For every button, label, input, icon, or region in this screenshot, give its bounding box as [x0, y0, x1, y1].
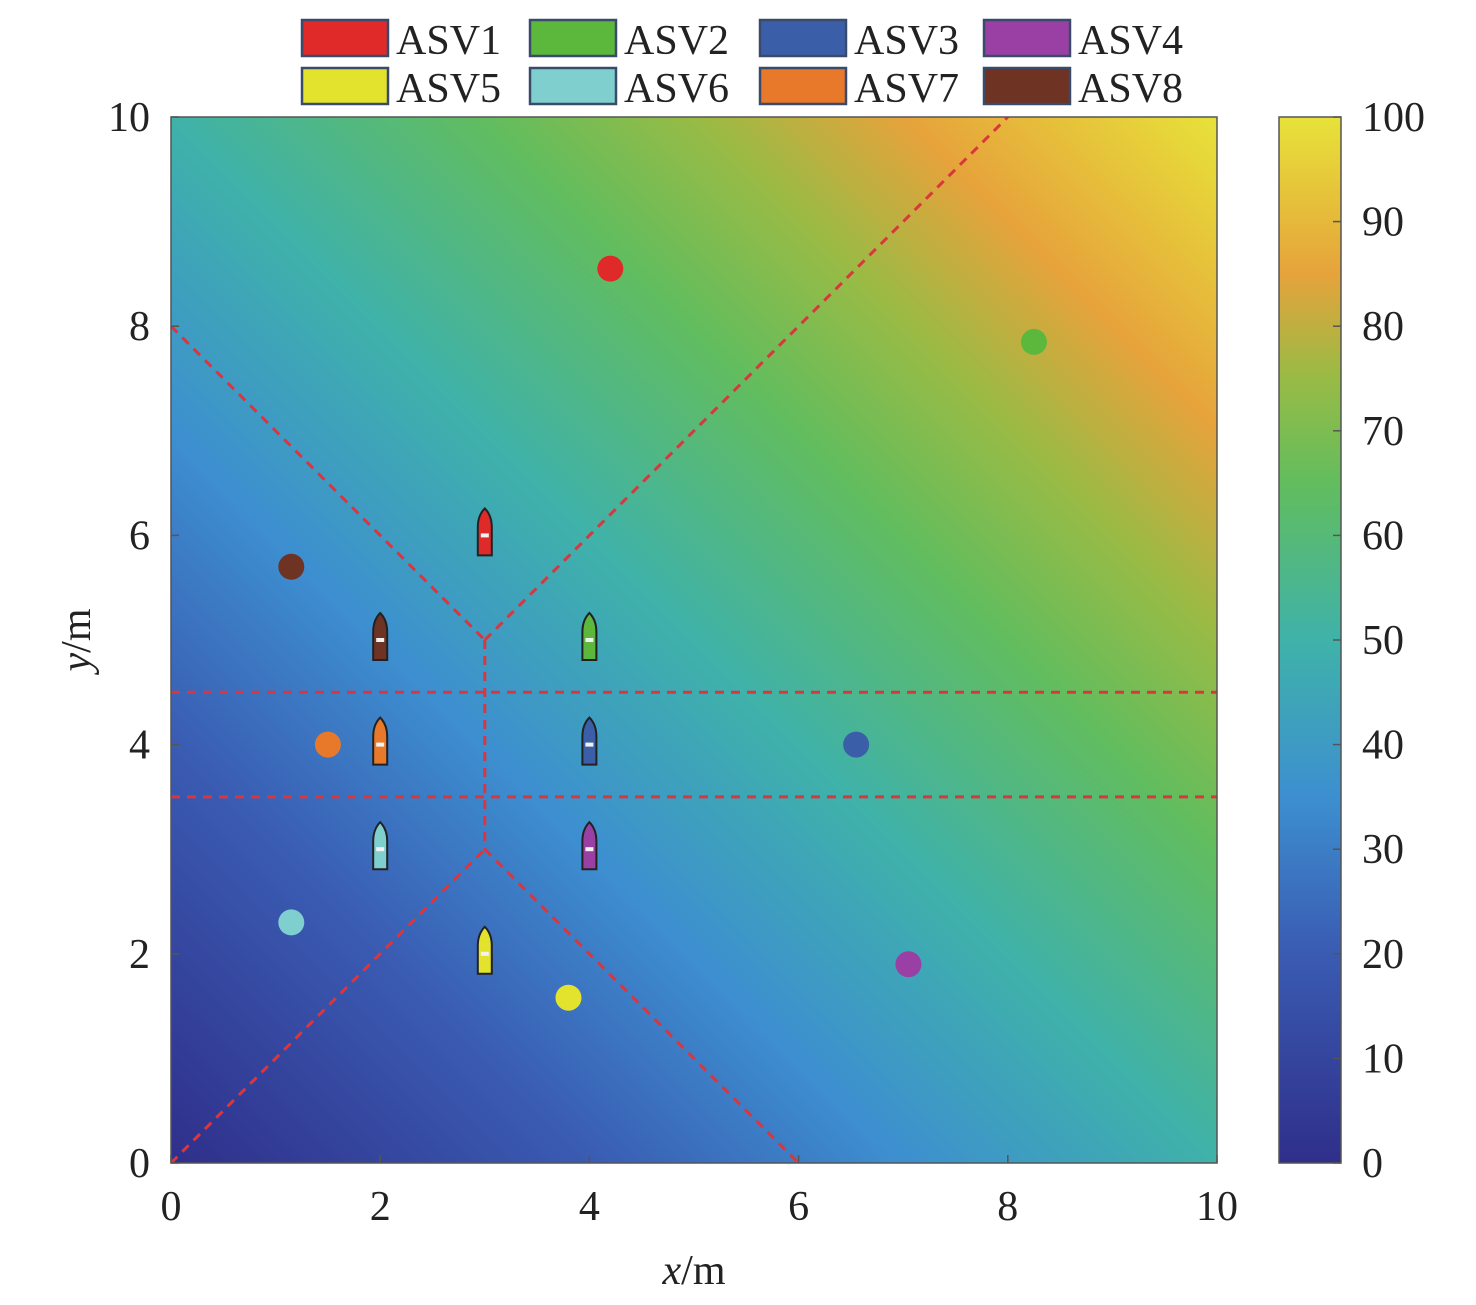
- x-tick-label: 8: [997, 1184, 1018, 1230]
- legend-item-asv8: ASV8: [982, 66, 1183, 112]
- vessel-asv3: [581, 716, 598, 766]
- colorbar-tick-label: 10: [1362, 1036, 1404, 1082]
- colorbar-tick-label: 20: [1362, 932, 1404, 978]
- legend-label: ASV5: [396, 66, 501, 112]
- colorbar-tick-label: 100: [1362, 95, 1425, 141]
- legend-label: ASV4: [1078, 18, 1183, 64]
- vessel-asv6: [372, 820, 389, 871]
- colorbar-tick-label: 40: [1362, 723, 1404, 769]
- legend-label: ASV7: [854, 66, 959, 112]
- vessel-asv4: [581, 820, 598, 871]
- y-tick-label: 0: [129, 1141, 150, 1187]
- legend-swatch: [982, 66, 1072, 106]
- legend-label: ASV8: [1078, 66, 1183, 112]
- legend-label: ASV6: [624, 66, 729, 112]
- colorbar-tick-label: 30: [1362, 827, 1404, 873]
- legend-swatch: [982, 18, 1072, 58]
- target-point-asv8: [278, 553, 305, 580]
- vessel-asv7: [372, 716, 389, 766]
- colorbar-tick-label: 50: [1362, 618, 1404, 664]
- target-point-asv6: [278, 909, 305, 936]
- y-axis-label: y/m: [54, 608, 100, 675]
- legend-item-asv4: ASV4: [982, 18, 1183, 64]
- target-point-asv5: [555, 984, 582, 1011]
- target-points: [278, 255, 1047, 1011]
- x-axis-ticks: 0 2 4 6 8 10: [161, 1155, 1238, 1230]
- x-tick-label: 4: [579, 1184, 600, 1230]
- legend-swatch: [300, 66, 390, 106]
- legend-item-asv7: ASV7: [758, 66, 959, 112]
- target-point-asv1: [597, 255, 624, 282]
- legend-swatch: [528, 66, 618, 106]
- boundary-line: [171, 325, 486, 642]
- legend-item-asv2: ASV2: [528, 18, 729, 64]
- x-tick-label: 2: [370, 1184, 391, 1230]
- y-tick-label: 6: [129, 513, 150, 559]
- colorbar-tick-label: 60: [1362, 513, 1404, 559]
- x-tick-label: 6: [788, 1184, 809, 1230]
- target-point-asv3: [843, 731, 870, 758]
- boundary-line: [483, 848, 800, 1163]
- y-axis-ticks: 0 2 4 6 8 10: [108, 95, 179, 1187]
- x-tick-label: 10: [1196, 1184, 1238, 1230]
- legend-label: ASV2: [624, 18, 729, 64]
- legend-swatch: [758, 18, 848, 58]
- colorbar-tick-label: 90: [1362, 200, 1404, 246]
- legend: ASV1 ASV2 ASV3 ASV4 ASV5 ASV6 ASV7 ASV8: [300, 18, 1183, 112]
- x-axis-label: x/m: [662, 1248, 726, 1294]
- boundary-line: [483, 117, 1009, 642]
- legend-swatch: [300, 18, 390, 58]
- colorbar-ticks: 0 10 20 30 40 50 60 70 80 90 100: [1333, 95, 1425, 1187]
- heatmap-field: [171, 117, 1217, 1163]
- vessel-markers: [372, 506, 598, 975]
- y-tick-label: 8: [129, 304, 150, 350]
- vessel-asv8: [372, 611, 389, 661]
- legend-item-asv6: ASV6: [528, 66, 729, 112]
- colorbar-tick-label: 80: [1362, 304, 1404, 350]
- colorbar-tick-label: 70: [1362, 409, 1404, 455]
- x-tick-label: 0: [161, 1184, 182, 1230]
- vessel-asv5: [476, 925, 493, 975]
- legend-label: ASV1: [396, 18, 501, 64]
- plot-frame: [170, 116, 1218, 1164]
- legend-item-asv3: ASV3: [758, 18, 959, 64]
- colorbar: [1278, 116, 1342, 1164]
- legend-swatch: [758, 66, 848, 106]
- target-point-asv4: [895, 951, 922, 978]
- y-tick-label: 4: [129, 723, 150, 769]
- y-tick-label: 2: [129, 932, 150, 978]
- legend-swatch: [528, 18, 618, 58]
- colorbar-tick-label: 0: [1362, 1141, 1383, 1187]
- legend-item-asv5: ASV5: [300, 66, 501, 112]
- legend-item-asv1: ASV1: [300, 18, 501, 64]
- boundary-line: [171, 848, 486, 1163]
- boundary-lines: [171, 117, 1217, 1163]
- target-point-asv2: [1020, 328, 1047, 355]
- target-point-asv7: [314, 731, 341, 758]
- vessel-asv1: [476, 506, 493, 557]
- y-tick-label: 10: [108, 95, 150, 141]
- vessel-asv2: [581, 611, 598, 661]
- legend-label: ASV3: [854, 18, 959, 64]
